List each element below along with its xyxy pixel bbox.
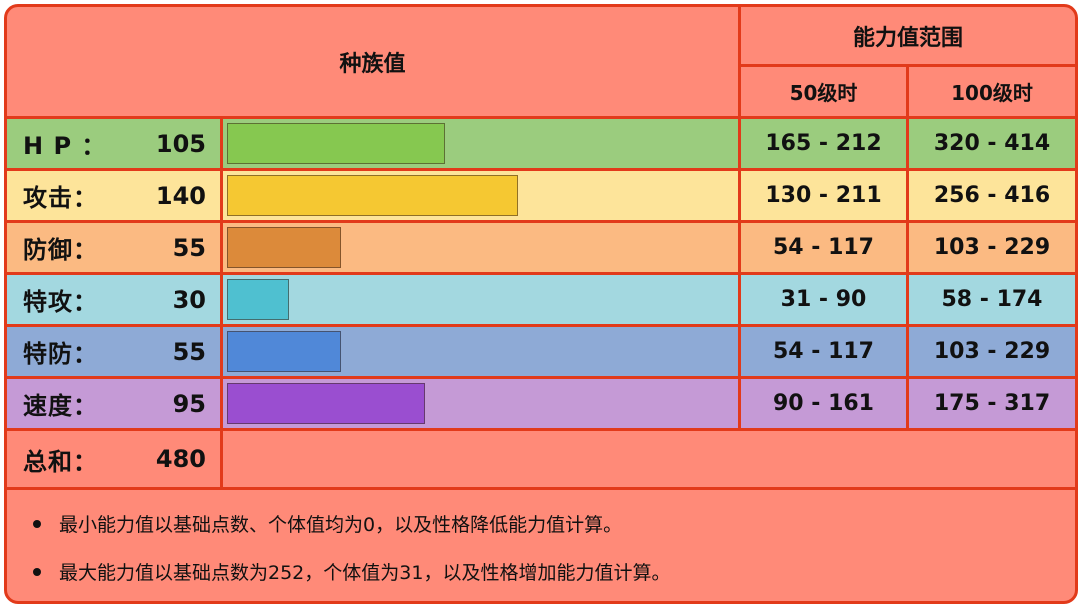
stat-value: 140	[155, 181, 206, 210]
lv100-range: 256 - 416	[909, 171, 1075, 223]
stat-bar	[227, 175, 518, 216]
note-min: 最小能力值以基础点数、个体值均为0，以及性格降低能力值计算。	[33, 510, 622, 537]
stat-value: 55	[172, 337, 206, 366]
total-value: 480	[155, 445, 206, 473]
stat-bar	[227, 331, 341, 372]
stat-value: 105	[155, 129, 206, 158]
stat-bar	[227, 123, 445, 164]
stat-value: 95	[172, 389, 206, 418]
lv50-range: 165 - 212	[741, 119, 909, 171]
stat-label: 速度：	[23, 392, 98, 420]
lv100-header: 100级时	[909, 67, 1075, 119]
stat-label: 特防：	[23, 340, 98, 368]
stat-row-label: H P ： 105	[7, 119, 223, 171]
stat-row-label: 速度： 95	[7, 379, 223, 431]
stat-row-label: 防御： 55	[7, 223, 223, 275]
stat-bar-cell	[223, 223, 741, 275]
bullet-icon	[33, 519, 41, 528]
stat-value: 30	[172, 285, 206, 314]
stat-label: 特攻：	[23, 288, 98, 316]
lv50-range: 31 - 90	[741, 275, 909, 327]
lv50-range: 90 - 161	[741, 379, 909, 431]
lv50-range: 54 - 117	[741, 327, 909, 379]
stat-row-label: 特攻： 30	[7, 275, 223, 327]
total-row-empty	[223, 431, 1075, 490]
note-min-text: 最小能力值以基础点数、个体值均为0，以及性格降低能力值计算。	[59, 514, 623, 536]
stat-label: 防御：	[23, 236, 98, 264]
base-stats-header: 种族值	[7, 7, 741, 119]
stats-table: 种族值 能力值范围 50级时 100级时 H P ： 105 165 - 212 32…	[4, 4, 1078, 604]
stat-bar	[227, 279, 289, 320]
stat-bar-cell	[223, 327, 741, 379]
stat-range-header: 能力值范围	[741, 7, 1075, 67]
stat-bar-cell	[223, 119, 741, 171]
note-max-text: 最大能力值以基础点数为252，个体值为31，以及性格增加能力值计算。	[59, 562, 671, 584]
note-max: 最大能力值以基础点数为252，个体值为31，以及性格增加能力值计算。	[33, 558, 670, 585]
stat-value: 55	[172, 233, 206, 262]
lv100-range: 103 - 229	[909, 327, 1075, 379]
lv50-range: 54 - 117	[741, 223, 909, 275]
lv100-range: 58 - 174	[909, 275, 1075, 327]
lv50-header: 50级时	[741, 67, 909, 119]
lv100-range: 103 - 229	[909, 223, 1075, 275]
total-label: 总和：	[23, 447, 98, 476]
stat-bar	[227, 383, 425, 424]
lv100-range: 320 - 414	[909, 119, 1075, 171]
bullet-icon	[33, 567, 41, 576]
stat-label: H P ：	[23, 132, 107, 160]
stat-bar-cell	[223, 171, 741, 223]
lv100-range: 175 - 317	[909, 379, 1075, 431]
notes-section: 最小能力值以基础点数、个体值均为0，以及性格降低能力值计算。 最大能力值以基础点…	[7, 490, 1075, 601]
stat-bar-cell	[223, 275, 741, 327]
lv50-range: 130 - 211	[741, 171, 909, 223]
stat-bar-cell	[223, 379, 741, 431]
stat-bar	[227, 227, 341, 268]
stat-row-label: 特防： 55	[7, 327, 223, 379]
total-row-label: 总和： 480	[7, 431, 223, 490]
stat-label: 攻击：	[23, 184, 98, 212]
stat-row-label: 攻击： 140	[7, 171, 223, 223]
